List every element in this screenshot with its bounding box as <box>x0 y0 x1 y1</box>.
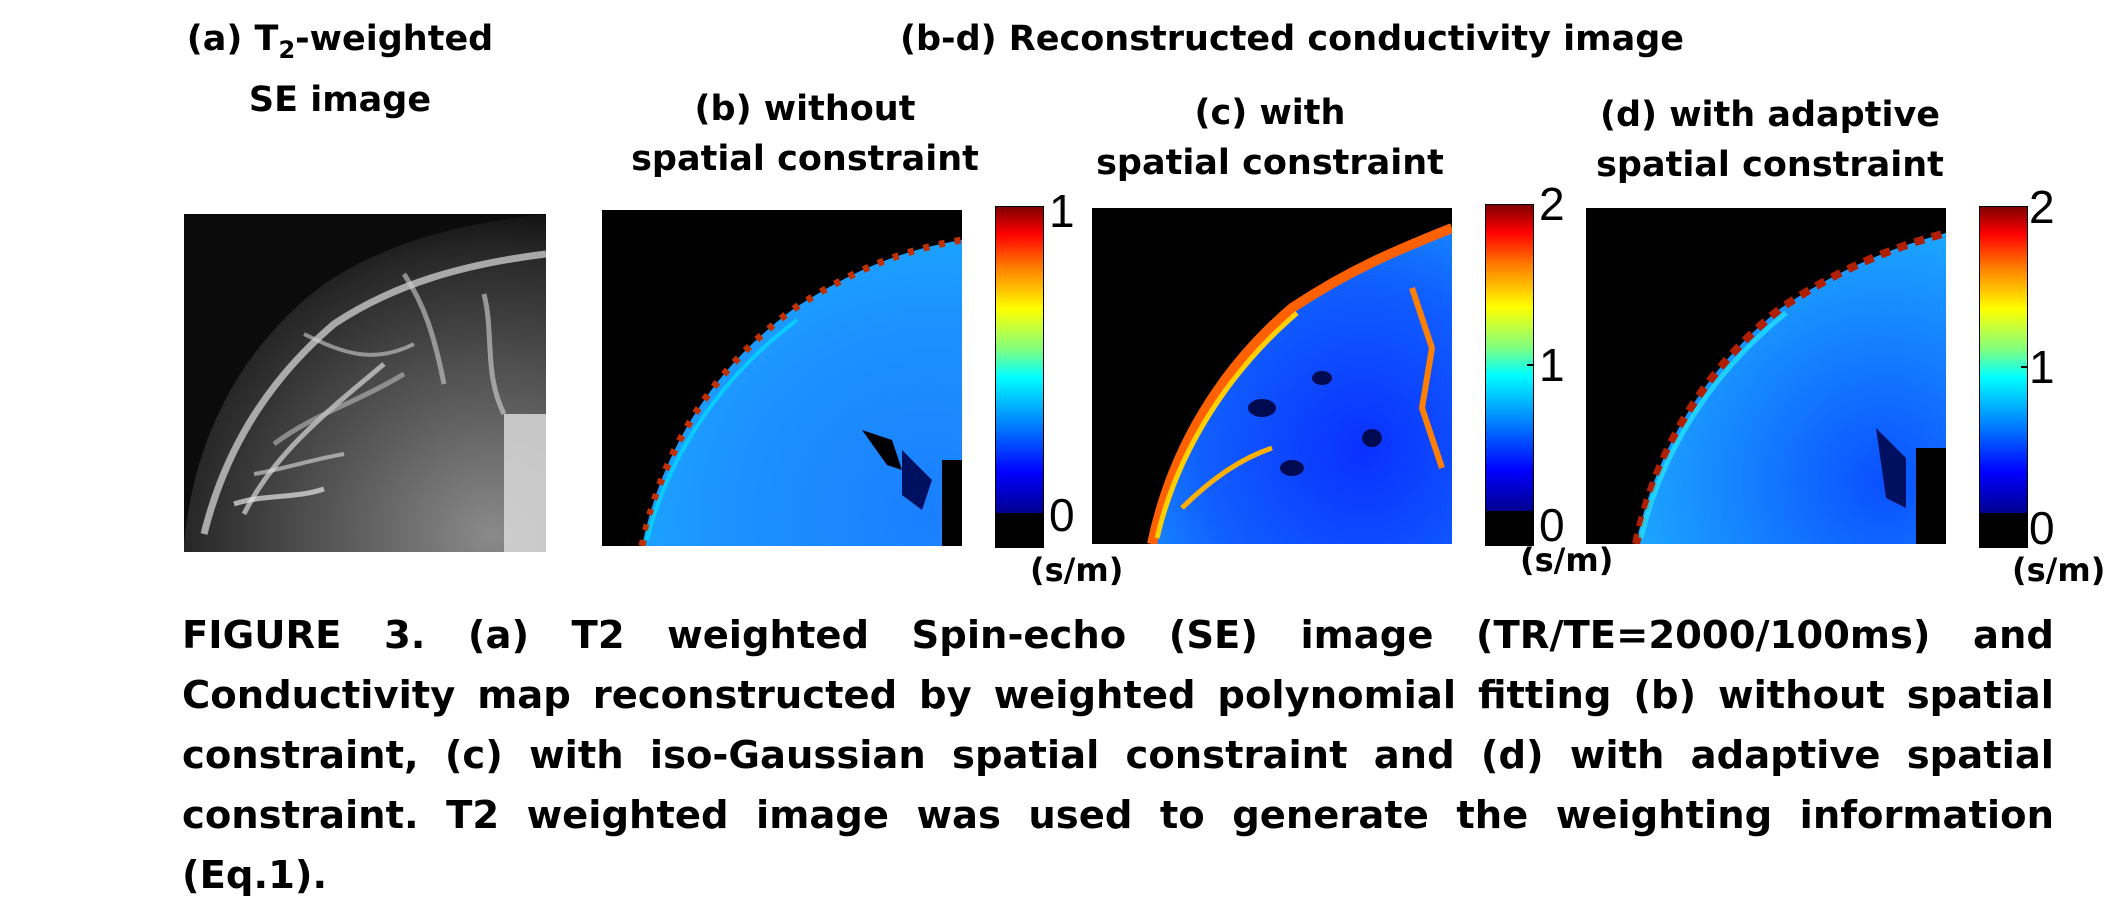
colorbar-c-max-label: 2 <box>1539 178 1565 230</box>
panel-b-label-line1: (b) without <box>694 89 916 129</box>
colorbar-c-min-label: 0 <box>1539 499 1565 551</box>
panel-c-label: (c) with spatial constraint <box>1095 88 1445 188</box>
panel-a-label-line1: (a) T2-weighted <box>180 14 500 75</box>
conductivity-map-without-constraint <box>602 210 962 546</box>
colorbar-c-mid-tick <box>1527 364 1533 366</box>
panel-a-label-prefix: (a) T <box>186 19 279 59</box>
colorbar-b-max-label: 1 <box>1049 185 1075 237</box>
colorbar-d-min-label: 0 <box>2029 502 2055 554</box>
panel-b-label-line2: spatial constraint <box>631 139 979 179</box>
panel-a-label-line2: SE image <box>248 80 432 120</box>
colorbar-c-unit: (s/m) <box>1520 541 1614 579</box>
panel-b-label: (b) without spatial constraint <box>620 84 990 184</box>
colorbar-b-min-label: 0 <box>1049 489 1075 541</box>
figure-caption: FIGURE 3. (a) T2 weighted Spin-echo (SE)… <box>182 613 2054 898</box>
colorbar-b-unit: (s/m) <box>1030 551 1124 589</box>
panel-d-label-line1: (d) with adaptive <box>1599 95 1941 135</box>
panel-d-label: (d) with adaptive spatial constraint <box>1585 90 1955 190</box>
panel-d-label-line2: spatial constraint <box>1596 145 1944 185</box>
panel-c-label-line1: (c) with <box>1194 93 1346 133</box>
colorbar-d-max-label: 2 <box>2029 181 2055 233</box>
panel-a-label-suffix: -weighted <box>295 19 494 59</box>
colorbar-d <box>1979 206 2028 548</box>
colorbar-b <box>995 206 1044 548</box>
panel-c-label-line2: spatial constraint <box>1096 143 1444 183</box>
t2-weighted-se-image <box>184 214 546 552</box>
panel-a-label-subscript: 2 <box>278 36 296 64</box>
conductivity-map-with-constraint <box>1092 208 1452 544</box>
group-title: (b-d) Reconstructed conductivity image <box>900 19 1684 59</box>
colorbar-d-mid-label: 1 <box>2029 341 2055 393</box>
colorbar-c <box>1485 204 1534 546</box>
colorbar-c-mid-label: 1 <box>1539 339 1565 391</box>
colorbar-d-unit: (s/m) <box>2012 551 2106 589</box>
colorbar-d-mid-tick <box>2021 366 2027 368</box>
panel-a-label: (a) T2-weighted SE image <box>180 14 500 125</box>
conductivity-map-adaptive-constraint <box>1586 208 1946 544</box>
